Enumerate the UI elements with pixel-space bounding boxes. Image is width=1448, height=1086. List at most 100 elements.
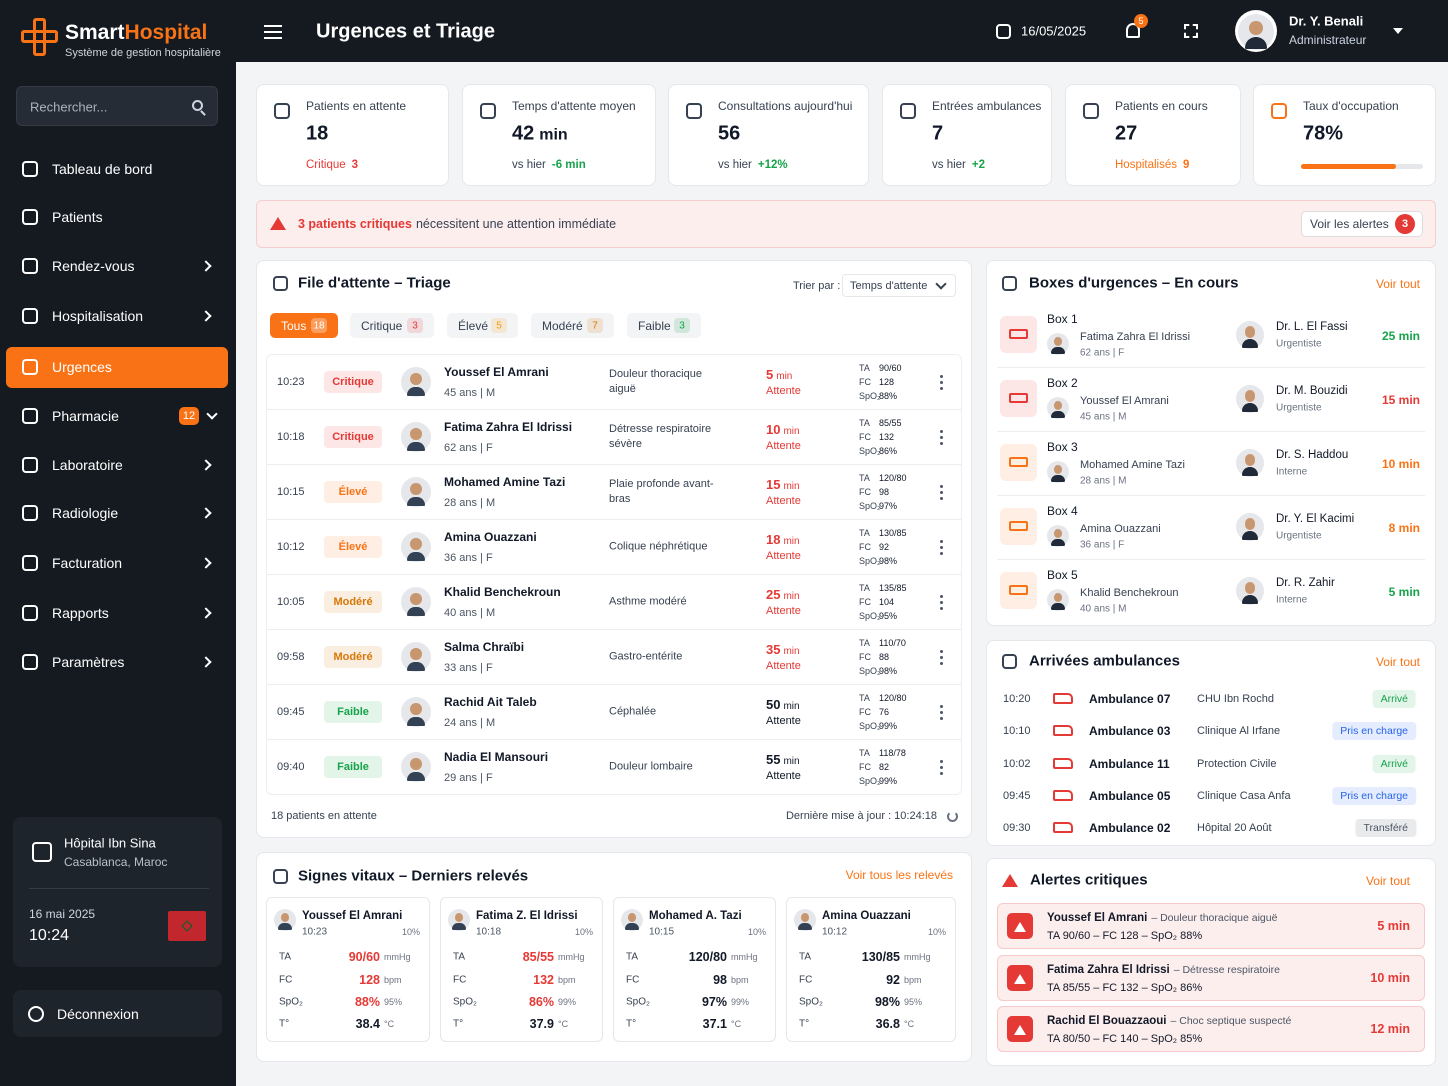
nav-item[interactable]: Rapports bbox=[52, 605, 109, 621]
complaint: Plaie profonde avant-bras bbox=[609, 478, 714, 505]
logout-btn[interactable] bbox=[13, 990, 222, 1037]
filter-label[interactable]: Tous bbox=[281, 319, 307, 333]
vitals-label: SpO₂ bbox=[799, 996, 823, 1008]
kebab-dot[interactable] bbox=[940, 375, 943, 378]
link-all[interactable]: Voir tout bbox=[1375, 655, 1420, 669]
kebab-dot[interactable] bbox=[940, 760, 943, 763]
nav-active[interactable] bbox=[6, 347, 228, 388]
link-all[interactable]: Voir tout bbox=[1365, 874, 1410, 888]
user-name[interactable]: Dr. Y. Benali bbox=[1289, 13, 1364, 29]
kebab-dot[interactable] bbox=[940, 766, 943, 769]
menu-line[interactable] bbox=[264, 37, 282, 39]
select-sort-value[interactable]: Temps d'attente bbox=[850, 280, 928, 292]
kebab-dot[interactable] bbox=[940, 705, 943, 708]
kebab-dot[interactable] bbox=[940, 772, 943, 775]
kebab-dot[interactable] bbox=[940, 436, 943, 439]
kebab-dot[interactable] bbox=[940, 381, 943, 384]
bell-badge-bg[interactable] bbox=[1134, 14, 1148, 28]
kebab-dot[interactable] bbox=[940, 656, 943, 659]
kebab-dot[interactable] bbox=[940, 717, 943, 720]
icon bbox=[1001, 653, 1017, 669]
kebab-dot[interactable] bbox=[940, 540, 943, 543]
user-role[interactable]: Administrateur bbox=[1289, 33, 1367, 47]
filter-label[interactable]: Élevé bbox=[458, 319, 489, 333]
filter-count-bg[interactable] bbox=[311, 318, 327, 333]
link-all[interactable]: Voir tous les relevés bbox=[845, 868, 953, 882]
bell-icon[interactable] bbox=[1126, 23, 1140, 38]
filter-count[interactable]: 3 bbox=[679, 320, 685, 332]
filter-chip[interactable] bbox=[270, 313, 338, 338]
vital-value: 85/55 bbox=[879, 418, 902, 428]
filter-count[interactable]: 18 bbox=[313, 320, 325, 332]
nav-item[interactable]: Facturation bbox=[52, 555, 123, 571]
filter-count[interactable]: 3 bbox=[412, 320, 418, 332]
filter-count-bg[interactable] bbox=[587, 318, 603, 333]
brand: SmartHospital bbox=[65, 21, 207, 45]
kebab-dot[interactable] bbox=[940, 662, 943, 665]
user-caret[interactable] bbox=[1393, 28, 1403, 34]
filter-chip[interactable] bbox=[350, 313, 434, 338]
amb-icon bbox=[1053, 725, 1073, 737]
filter-chip[interactable] bbox=[447, 313, 518, 338]
nav-badge[interactable]: 12 bbox=[182, 410, 196, 422]
alert-time: 12 min bbox=[1370, 1022, 1410, 1036]
nav-item[interactable]: Urgences bbox=[52, 359, 112, 375]
vital-value: 90/60 bbox=[879, 363, 902, 373]
menu-line[interactable] bbox=[264, 31, 282, 33]
kebab-dot[interactable] bbox=[940, 552, 943, 555]
btn-alerts-label[interactable]: Voir les alertes bbox=[1310, 217, 1389, 231]
filter-count-bg[interactable] bbox=[674, 318, 690, 333]
nav-item[interactable]: Radiologie bbox=[52, 505, 119, 521]
select-sort[interactable] bbox=[842, 274, 956, 297]
nav-item[interactable]: Tableau de bord bbox=[52, 161, 153, 177]
patient-name: Fatima Zahra El Idrissi bbox=[444, 420, 573, 434]
filter-chip[interactable] bbox=[627, 313, 701, 338]
kebab-dot[interactable] bbox=[940, 650, 943, 653]
filter-chip[interactable] bbox=[531, 313, 614, 338]
nav-item[interactable]: Rendez-vous bbox=[52, 258, 135, 274]
amb-time: 09:45 bbox=[1003, 789, 1031, 802]
filter-label[interactable]: Faible bbox=[638, 319, 671, 333]
kebab-dot[interactable] bbox=[940, 442, 943, 445]
btn-alerts-badge[interactable]: 3 bbox=[1401, 218, 1409, 230]
filter-count-bg[interactable] bbox=[407, 318, 423, 333]
kebab-dot[interactable] bbox=[940, 497, 943, 500]
logout-icon[interactable] bbox=[28, 1006, 44, 1022]
menu-line[interactable] bbox=[264, 25, 282, 27]
nav-item[interactable]: Laboratoire bbox=[52, 457, 123, 473]
kebab-dot[interactable] bbox=[940, 607, 943, 610]
kebab-dot[interactable] bbox=[940, 546, 943, 549]
nav-badge-bg[interactable] bbox=[179, 407, 199, 425]
kebab-dot[interactable] bbox=[940, 595, 943, 598]
filter-count[interactable]: 5 bbox=[496, 320, 502, 332]
kebab-dot[interactable] bbox=[940, 711, 943, 714]
box-label: Box 4 bbox=[1047, 504, 1078, 518]
nav-item[interactable]: Pharmacie bbox=[52, 408, 119, 424]
vital-value: 135/85 bbox=[879, 583, 907, 593]
row-divider bbox=[267, 629, 961, 630]
bell-badge[interactable]: 5 bbox=[1138, 16, 1144, 26]
nav-item[interactable]: Patients bbox=[52, 209, 103, 225]
search-icon[interactable] bbox=[192, 100, 203, 111]
filter-label[interactable]: Critique bbox=[361, 319, 403, 333]
queue-time: 09:40 bbox=[277, 761, 305, 773]
btn-alerts-badge-bg[interactable] bbox=[1395, 214, 1415, 234]
link-all[interactable]: Voir tout bbox=[1375, 277, 1420, 291]
kebab-dot[interactable] bbox=[940, 387, 943, 390]
kebab-dot[interactable] bbox=[940, 601, 943, 604]
filter-label[interactable]: Modéré bbox=[542, 319, 583, 333]
vitals-time: 10:15 bbox=[649, 926, 675, 938]
wait-value: 50 bbox=[766, 697, 781, 712]
search-placeholder[interactable]: Rechercher... bbox=[30, 99, 108, 115]
kebab-dot[interactable] bbox=[940, 491, 943, 494]
level-badge bbox=[324, 701, 382, 723]
filter-count-bg[interactable] bbox=[491, 318, 507, 333]
kpi-sub-label: Critique bbox=[306, 159, 346, 171]
filter-count[interactable]: 7 bbox=[592, 320, 598, 332]
kebab-dot[interactable] bbox=[940, 430, 943, 433]
nav-item[interactable]: Paramètres bbox=[52, 654, 125, 670]
logout-label[interactable]: Déconnexion bbox=[57, 1006, 139, 1022]
search-box[interactable] bbox=[16, 86, 218, 126]
nav-item[interactable]: Hospitalisation bbox=[52, 308, 144, 324]
kebab-dot[interactable] bbox=[940, 485, 943, 488]
